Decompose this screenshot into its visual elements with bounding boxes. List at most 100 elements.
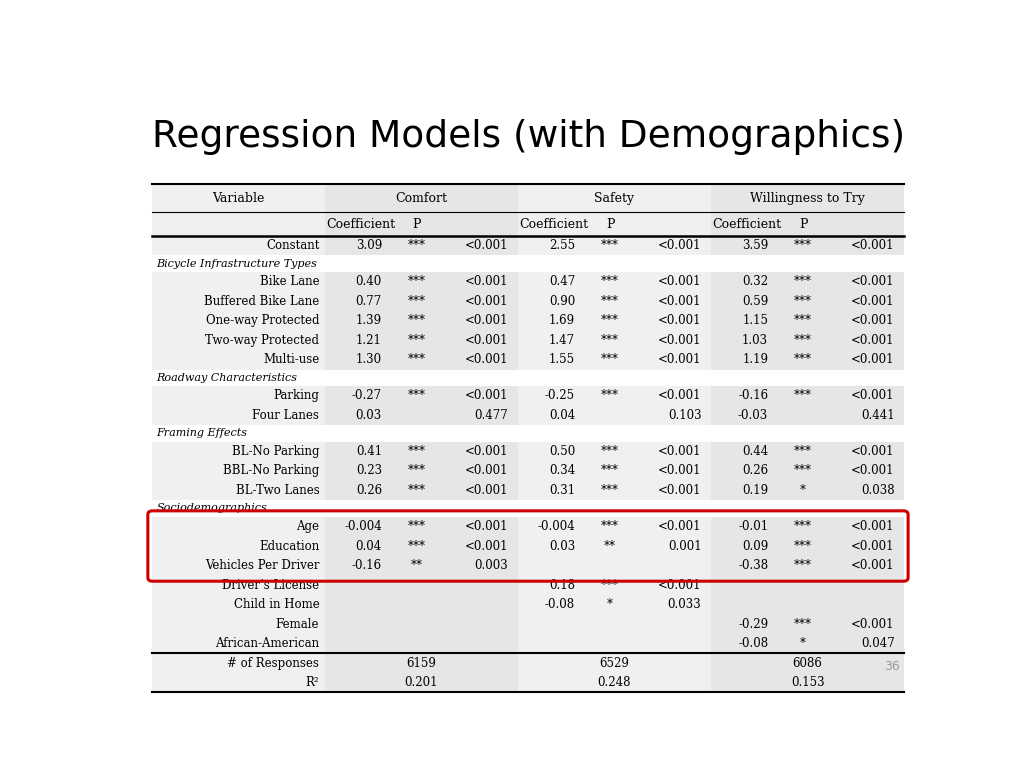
Bar: [518, 517, 711, 536]
Bar: [711, 654, 904, 673]
Text: Regression Models (with Demographics): Regression Models (with Demographics): [152, 119, 905, 155]
Text: 0.40: 0.40: [355, 275, 382, 288]
Text: <0.001: <0.001: [465, 445, 508, 458]
Text: 0.201: 0.201: [404, 676, 438, 689]
Text: <0.001: <0.001: [465, 334, 508, 346]
Text: ***: ***: [601, 314, 620, 327]
Text: <0.001: <0.001: [657, 445, 701, 458]
Text: <0.001: <0.001: [851, 465, 895, 478]
Text: <0.001: <0.001: [465, 295, 508, 308]
Bar: [325, 442, 518, 461]
Bar: [325, 291, 518, 311]
Bar: [711, 236, 904, 256]
Text: 2.55: 2.55: [549, 239, 575, 252]
Text: P: P: [799, 217, 808, 230]
Text: ***: ***: [601, 295, 620, 308]
Bar: [325, 517, 518, 536]
Text: 36: 36: [884, 660, 899, 673]
Text: ***: ***: [601, 578, 620, 591]
Text: -0.08: -0.08: [545, 598, 575, 611]
Bar: [152, 330, 325, 350]
Text: Education: Education: [259, 540, 319, 552]
Bar: [152, 311, 325, 330]
Bar: [152, 442, 325, 461]
Text: R²: R²: [305, 676, 319, 689]
Text: ***: ***: [408, 239, 426, 252]
Bar: [152, 500, 904, 517]
Text: Child in Home: Child in Home: [233, 598, 319, 611]
Text: P: P: [606, 217, 614, 230]
Text: 0.033: 0.033: [668, 598, 701, 611]
Bar: [325, 330, 518, 350]
Text: <0.001: <0.001: [465, 239, 508, 252]
Text: -0.16: -0.16: [738, 389, 768, 402]
Text: 1.55: 1.55: [549, 353, 575, 366]
Text: 0.77: 0.77: [355, 295, 382, 308]
Text: -0.004: -0.004: [344, 520, 382, 533]
Bar: [152, 517, 325, 536]
Text: *: *: [800, 637, 806, 650]
Text: ***: ***: [601, 334, 620, 346]
Text: -0.01: -0.01: [738, 520, 768, 533]
Bar: [711, 673, 904, 693]
Text: ***: ***: [601, 445, 620, 458]
Text: 0.038: 0.038: [861, 484, 895, 497]
Text: Constant: Constant: [266, 239, 319, 252]
Text: 6529: 6529: [599, 657, 630, 670]
Text: BL-No Parking: BL-No Parking: [231, 445, 319, 458]
Bar: [518, 291, 711, 311]
Text: *: *: [607, 598, 613, 611]
Text: 0.04: 0.04: [549, 409, 575, 422]
Bar: [325, 536, 518, 556]
Text: 0.047: 0.047: [861, 637, 895, 650]
Text: 0.248: 0.248: [598, 676, 631, 689]
Text: 0.003: 0.003: [474, 559, 508, 572]
Text: Two-way Protected: Two-way Protected: [205, 334, 319, 346]
Bar: [711, 517, 904, 536]
Text: ***: ***: [601, 239, 620, 252]
Bar: [152, 369, 904, 386]
Bar: [711, 184, 904, 236]
Bar: [325, 673, 518, 693]
Text: ***: ***: [408, 445, 426, 458]
Text: **: **: [604, 540, 616, 552]
Bar: [152, 386, 325, 406]
Text: 0.50: 0.50: [549, 445, 575, 458]
Text: ***: ***: [408, 520, 426, 533]
Bar: [711, 442, 904, 461]
Text: 0.103: 0.103: [668, 409, 701, 422]
Text: **: **: [411, 559, 423, 572]
Bar: [325, 184, 518, 236]
Bar: [711, 406, 904, 425]
Text: -0.08: -0.08: [738, 637, 768, 650]
Bar: [325, 461, 518, 481]
Bar: [711, 350, 904, 369]
Text: 0.04: 0.04: [355, 540, 382, 552]
Bar: [325, 236, 518, 256]
Text: Coefficient: Coefficient: [326, 217, 395, 230]
Bar: [152, 425, 904, 442]
Bar: [518, 461, 711, 481]
Text: ***: ***: [795, 520, 812, 533]
Text: <0.001: <0.001: [851, 295, 895, 308]
Bar: [325, 272, 518, 291]
Text: Age: Age: [296, 520, 319, 533]
Text: ***: ***: [408, 484, 426, 497]
Text: 0.09: 0.09: [742, 540, 768, 552]
Text: <0.001: <0.001: [465, 484, 508, 497]
Text: Variable: Variable: [212, 191, 264, 204]
Text: 0.03: 0.03: [355, 409, 382, 422]
Bar: [711, 634, 904, 654]
Text: 1.19: 1.19: [742, 353, 768, 366]
Bar: [325, 556, 518, 575]
Text: Driver’s License: Driver’s License: [222, 578, 319, 591]
Text: -0.004: -0.004: [538, 520, 575, 533]
Bar: [325, 481, 518, 500]
Bar: [518, 272, 711, 291]
Text: 0.34: 0.34: [549, 465, 575, 478]
Text: ***: ***: [601, 275, 620, 288]
Bar: [325, 575, 518, 595]
Text: # of Responses: # of Responses: [227, 657, 319, 670]
Text: 0.001: 0.001: [668, 540, 701, 552]
Text: Sociodemographics: Sociodemographics: [157, 504, 267, 514]
